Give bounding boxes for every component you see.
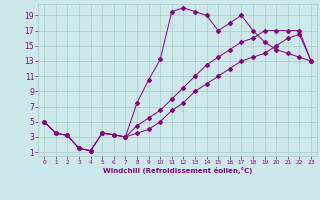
X-axis label: Windchill (Refroidissement éolien,°C): Windchill (Refroidissement éolien,°C): [103, 167, 252, 174]
